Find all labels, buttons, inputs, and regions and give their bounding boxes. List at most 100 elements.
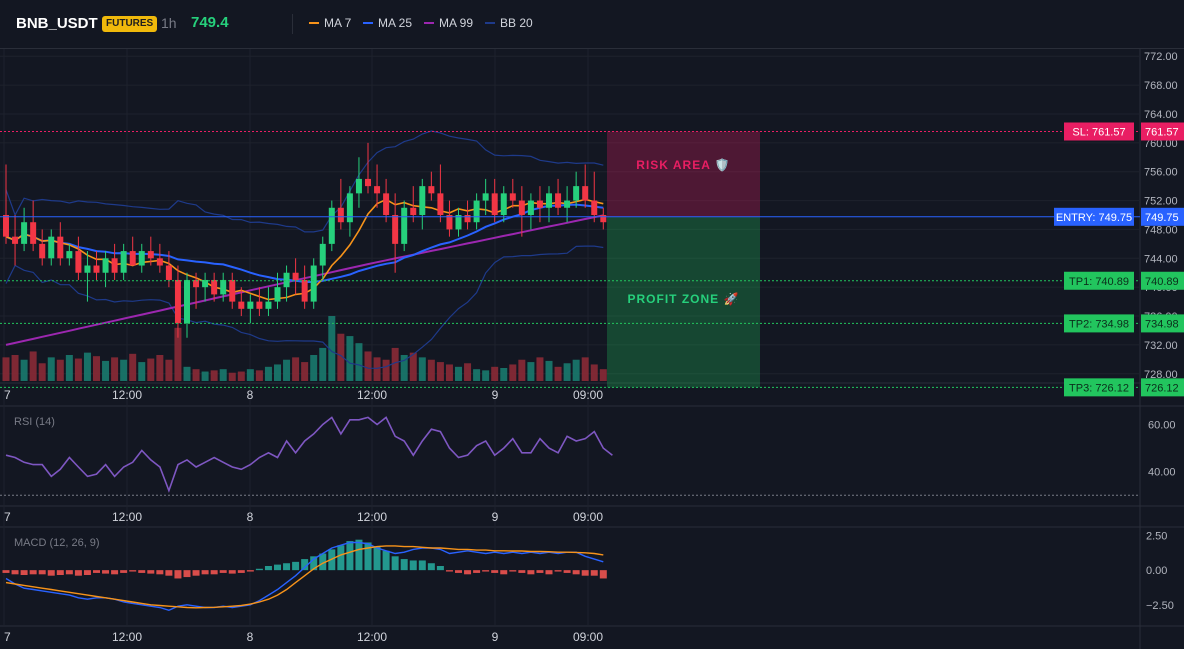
macd-histogram-bar <box>11 570 19 575</box>
volume-bar <box>156 355 164 381</box>
rsi-title: RSI (14) <box>14 416 55 428</box>
x-tick-label: 12:00 <box>357 388 387 402</box>
macd-histogram-bar <box>255 568 263 571</box>
y-tick-label: 748.00 <box>1144 224 1178 236</box>
macd-histogram-bar <box>174 570 182 579</box>
macd-histogram-bar <box>47 570 55 576</box>
legend-ma25[interactable]: MA 25 <box>363 16 412 30</box>
x-tick-label: 09:00 <box>573 388 603 402</box>
macd-histogram-bar <box>563 570 571 573</box>
candle-body <box>48 236 55 259</box>
level-price-label: 734.98 <box>1145 318 1179 330</box>
profit-zone-label: PROFIT ZONE 🚀 <box>628 292 740 306</box>
candle-body <box>374 186 381 194</box>
risk-area-zone <box>607 131 760 217</box>
volume-bar <box>455 366 462 381</box>
x-tick-label: 09:00 <box>573 510 603 524</box>
macd-histogram-bar <box>509 570 517 572</box>
volume-bar <box>355 343 363 381</box>
macd-histogram-bar <box>473 570 481 573</box>
macd-histogram-bar <box>319 553 327 571</box>
volume-bar <box>518 359 526 381</box>
candle-body <box>147 251 154 259</box>
volume-bar <box>93 356 100 381</box>
volume-bar <box>328 316 336 381</box>
candle-body <box>591 200 598 215</box>
level-price-tag <box>1141 122 1184 141</box>
macd-histogram-bar <box>337 545 345 571</box>
volume-bar <box>346 336 354 381</box>
volume-bar <box>590 364 598 381</box>
macd-histogram-bar <box>590 570 598 576</box>
volume-bar <box>364 351 372 381</box>
macd-histogram-bar <box>93 570 100 573</box>
candle-body <box>319 243 326 266</box>
macd-histogram-bar <box>482 570 490 572</box>
candle-body <box>93 265 100 273</box>
volume-bar <box>319 347 327 381</box>
candle-body <box>464 215 471 223</box>
legend-ma7[interactable]: MA 7 <box>309 16 351 30</box>
timeframe-label[interactable]: 1h <box>161 15 177 31</box>
ma7-swatch <box>309 22 319 24</box>
volume-bar <box>38 363 46 381</box>
macd-histogram-bar <box>201 570 209 575</box>
candle-body <box>283 272 290 288</box>
x-tick-label: 09:00 <box>573 630 603 644</box>
x-tick-label: 12:00 <box>112 630 142 644</box>
rsi-line <box>5 416 613 493</box>
macd-y-tick: 0.00 <box>1146 565 1167 577</box>
volume-bar <box>174 327 182 381</box>
candle-body <box>211 279 218 295</box>
level-price-label: 726.12 <box>1145 382 1179 394</box>
candle-body <box>247 301 254 309</box>
volume-bar <box>283 359 291 381</box>
level-tag-label: TP2: 734.98 <box>1069 318 1129 330</box>
candle-body <box>337 207 344 223</box>
macd-histogram-bar <box>138 570 146 573</box>
macd-histogram-bar <box>301 559 309 571</box>
level-price-tag <box>1141 378 1184 397</box>
legend-ma99-label: MA 99 <box>439 16 474 30</box>
volume-bar <box>47 357 55 381</box>
macd-histogram-bar <box>355 539 363 571</box>
bb-lower-line <box>5 245 604 369</box>
macd-histogram-bar <box>491 570 499 573</box>
macd-histogram-bar <box>464 570 472 575</box>
macd-histogram-bar <box>346 541 354 571</box>
x-tick-label: 7 <box>4 388 11 402</box>
volume-bar <box>581 357 589 381</box>
legend-ma99[interactable]: MA 99 <box>424 16 473 30</box>
legend-bb20[interactable]: BB 20 <box>485 16 533 30</box>
volume-bar <box>237 371 245 381</box>
macd-histogram-bar <box>518 570 526 573</box>
candle-body <box>256 301 263 309</box>
level-tag <box>1064 122 1134 141</box>
level-price-label: 761.57 <box>1145 126 1179 138</box>
volume-bar <box>111 357 119 381</box>
candle-body <box>455 215 462 230</box>
macd-histogram-bar <box>38 570 46 575</box>
x-tick-label: 12:00 <box>112 388 142 402</box>
candle-body <box>120 251 127 273</box>
ma99-swatch <box>424 22 434 24</box>
x-tick-label: 8 <box>247 510 254 524</box>
volume-bar <box>391 347 399 381</box>
volume-bar <box>83 352 91 381</box>
volume-bar <box>409 352 417 381</box>
candle-body <box>536 200 543 208</box>
volume-bar <box>427 359 435 381</box>
volume-bar <box>418 357 426 381</box>
futures-badge: FUTURES <box>102 16 158 32</box>
y-tick-label: 752.00 <box>1144 196 1178 208</box>
volume-bar <box>129 353 137 381</box>
volume-bar <box>337 333 345 381</box>
candle-body <box>39 243 46 259</box>
volume-bar <box>500 368 508 381</box>
candle-body <box>57 236 64 259</box>
y-tick-label: 772.00 <box>1144 51 1178 63</box>
legend-ma25-label: MA 25 <box>378 16 413 30</box>
candle-body <box>292 272 299 280</box>
symbol-label[interactable]: BNB_USDT <box>16 15 98 32</box>
